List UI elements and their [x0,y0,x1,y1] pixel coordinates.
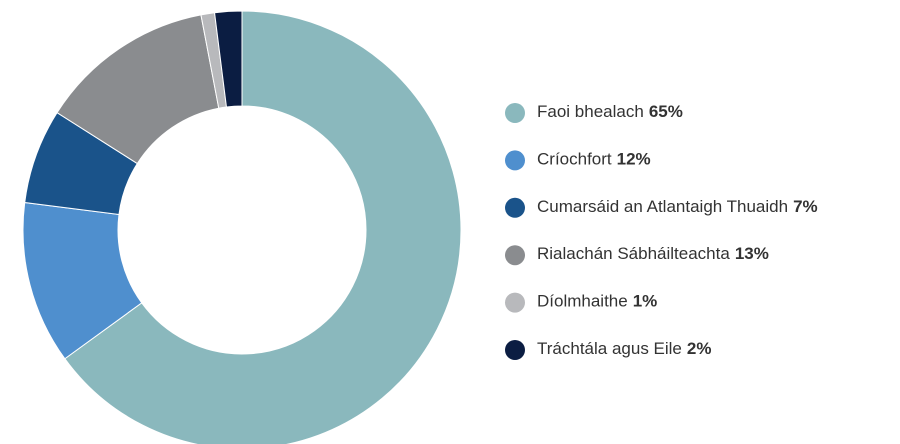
legend-value: 1% [633,292,658,311]
legend-label: Díolmhaithe 1% [537,292,657,311]
legend-label: Tráchtála agus Eile 2% [537,339,711,358]
legend-name: Faoi bhealach [537,102,644,121]
legend-name: Críochfort [537,150,612,169]
legend-name: Díolmhaithe [537,292,628,311]
legend-marker [505,292,525,313]
legend-label: Rialachán Sábháilteachta 13% [537,245,769,264]
legend-marker [505,197,525,218]
legend-name: Tráchtála agus Eile [537,339,682,358]
legend-marker [505,150,525,171]
slice [213,10,243,108]
legend-marker [505,245,525,266]
legend-label: Críochfort 12% [537,150,651,169]
slice [64,10,462,444]
legend-value: 7% [793,197,818,216]
legend-value: 65% [649,102,683,121]
legend-value: 13% [735,245,769,264]
legend-marker [505,340,525,360]
legend-marker [505,103,525,123]
legend-label: Cumarsáid an Atlantaigh Thuaidh 7% [537,197,818,216]
legend-name: Cumarsáid an Atlantaigh Thuaidh [537,197,788,216]
legend-value: 2% [687,339,712,358]
legend-value: 12% [617,150,651,169]
legend-name: Rialachán Sábháilteachta [537,245,730,264]
legend-label: Faoi bhealach 65% [537,102,683,121]
